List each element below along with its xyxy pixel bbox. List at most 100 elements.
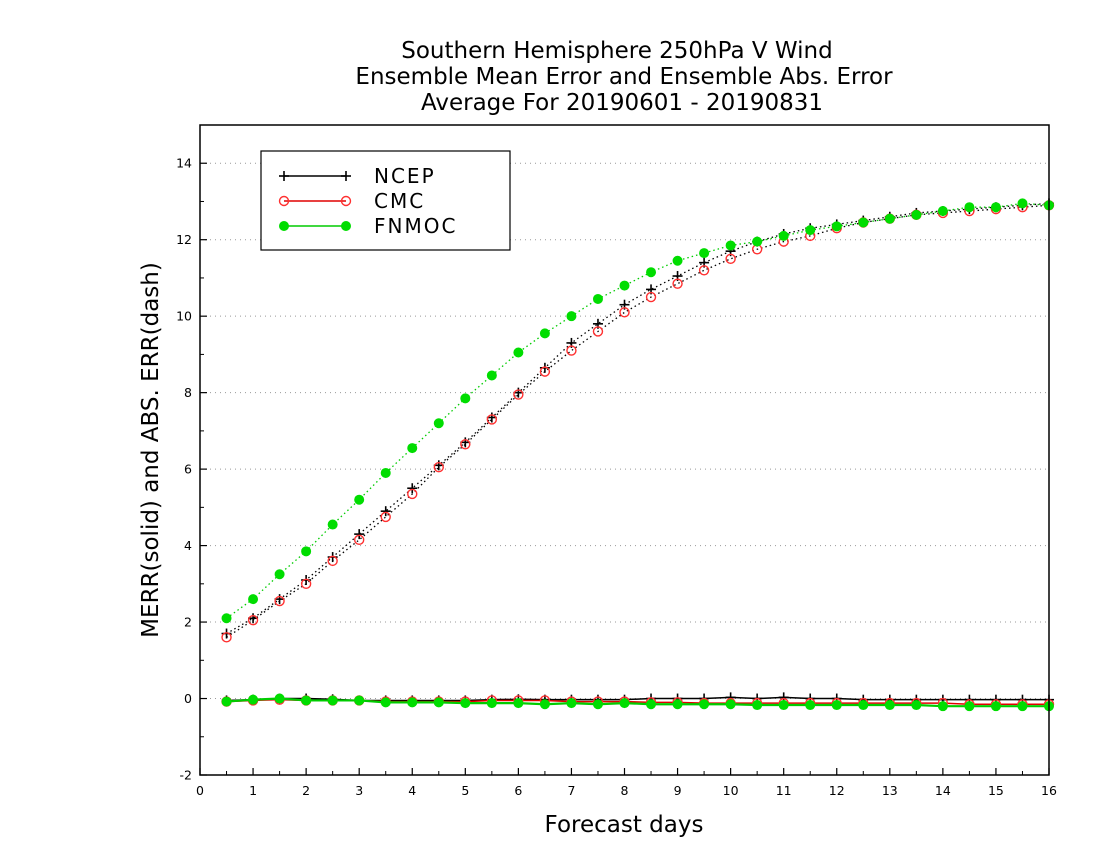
abs-error-point <box>858 217 869 228</box>
x-tick-label: 9 <box>674 783 682 798</box>
abs-error-point <box>1017 198 1028 209</box>
x-tick-label: 5 <box>461 783 469 798</box>
abs-error-point <box>274 569 285 580</box>
abs-error-point <box>619 280 630 291</box>
abs-error-point <box>221 613 232 624</box>
x-tick-label: 8 <box>621 783 629 798</box>
mean-error-point <box>539 699 550 710</box>
mean-error-point <box>592 699 603 710</box>
abs-error-point <box>698 265 710 276</box>
mean-error-point <box>778 700 789 711</box>
abs-error-point <box>964 202 975 213</box>
x-tick-label: 4 <box>408 783 416 798</box>
legend-marker-left <box>278 195 290 207</box>
abs-error-point <box>433 418 444 429</box>
abs-error-point <box>407 483 418 494</box>
x-tick-label: 7 <box>567 783 575 798</box>
abs-error-point <box>539 366 551 377</box>
abs-error-point <box>353 534 365 546</box>
mean-error-point <box>433 697 444 708</box>
y-tick-label: 6 <box>184 462 192 477</box>
y-tick-label: 8 <box>184 385 192 400</box>
legend-label: NCEP <box>374 164 436 188</box>
abs-error-point <box>592 326 604 337</box>
abs-error-point <box>221 632 232 643</box>
series-fnmoc <box>221 198 1054 712</box>
mean-error-point <box>1017 701 1028 712</box>
mean-error-point <box>327 695 338 706</box>
mean-error-point <box>248 694 259 705</box>
abs-error-point <box>407 443 418 454</box>
abs-error-point <box>937 206 948 217</box>
abs-error-point <box>407 488 418 500</box>
mean-error-point <box>619 698 630 709</box>
x-tick-label: 11 <box>776 783 792 798</box>
abs-error-point <box>619 307 630 318</box>
abs-error-point <box>645 291 657 303</box>
mean-error-point <box>884 700 895 711</box>
mean-error-point <box>460 698 471 709</box>
abs-error-line <box>226 202 1050 619</box>
abs-error-point <box>380 511 391 523</box>
abs-error-point <box>433 460 444 471</box>
series-cmc <box>221 200 1055 710</box>
mean-error-point <box>752 700 763 711</box>
abs-error-point <box>513 387 524 398</box>
abs-error-point <box>646 267 657 278</box>
mean-error-point <box>513 698 524 709</box>
abs-error-point <box>380 506 391 517</box>
x-tick-label: 14 <box>935 783 951 798</box>
abs-error-point <box>592 293 603 304</box>
abs-error-point <box>831 221 842 232</box>
x-tick-label: 1 <box>249 783 257 798</box>
abs-error-point <box>300 578 312 590</box>
abs-error-point <box>911 209 922 220</box>
abs-error-point <box>725 240 736 251</box>
abs-error-point <box>460 437 471 448</box>
abs-error-point <box>778 230 789 241</box>
abs-error-point <box>460 393 471 404</box>
abs-error-point <box>566 345 577 356</box>
y-tick-label: 0 <box>184 691 192 706</box>
legend-item-cmc: CMC <box>278 189 423 213</box>
y-tick-label: 4 <box>184 538 192 553</box>
abs-error-point <box>248 613 259 624</box>
y-tick-label: 12 <box>176 232 192 247</box>
legend-item-fnmoc: FNMOC <box>279 214 455 238</box>
abs-error-line <box>226 202 1050 635</box>
abs-error-point <box>884 213 895 224</box>
abs-error-point <box>486 414 498 425</box>
legend-item-ncep: NCEP <box>279 164 436 188</box>
abs-error-point <box>990 202 1001 213</box>
y-axis-label: MERR(solid) and ABS. ERR(dash) <box>138 262 164 638</box>
mean-error-point <box>964 701 975 712</box>
mean-error-point <box>221 696 232 707</box>
mean-error-point <box>274 693 285 704</box>
gridlines <box>200 162 1049 776</box>
abs-error-point <box>247 614 259 626</box>
legend-marker-right <box>341 171 351 181</box>
mean-error-point <box>486 698 497 709</box>
mean-error-point <box>380 697 391 708</box>
abs-error-point <box>354 529 365 540</box>
abs-error-point <box>301 546 312 557</box>
x-tick-label: 15 <box>988 783 1004 798</box>
abs-error-point <box>248 594 259 605</box>
abs-error-point <box>513 389 524 400</box>
abs-error-point <box>672 255 683 266</box>
x-tick-label: 13 <box>882 783 898 798</box>
abs-error-point <box>380 467 391 478</box>
legend-marker-left <box>279 171 289 181</box>
title-line-2: Ensemble Mean Error and Ensemble Abs. Er… <box>355 64 893 90</box>
abs-error-point <box>805 225 816 236</box>
series-ncep <box>221 198 1054 706</box>
mean-error-point <box>990 701 1001 712</box>
mean-error-point <box>937 701 948 712</box>
legend-marker-right <box>341 221 351 231</box>
abs-error-point <box>354 494 365 505</box>
mean-error-point <box>646 699 657 710</box>
abs-error-point <box>460 439 471 450</box>
